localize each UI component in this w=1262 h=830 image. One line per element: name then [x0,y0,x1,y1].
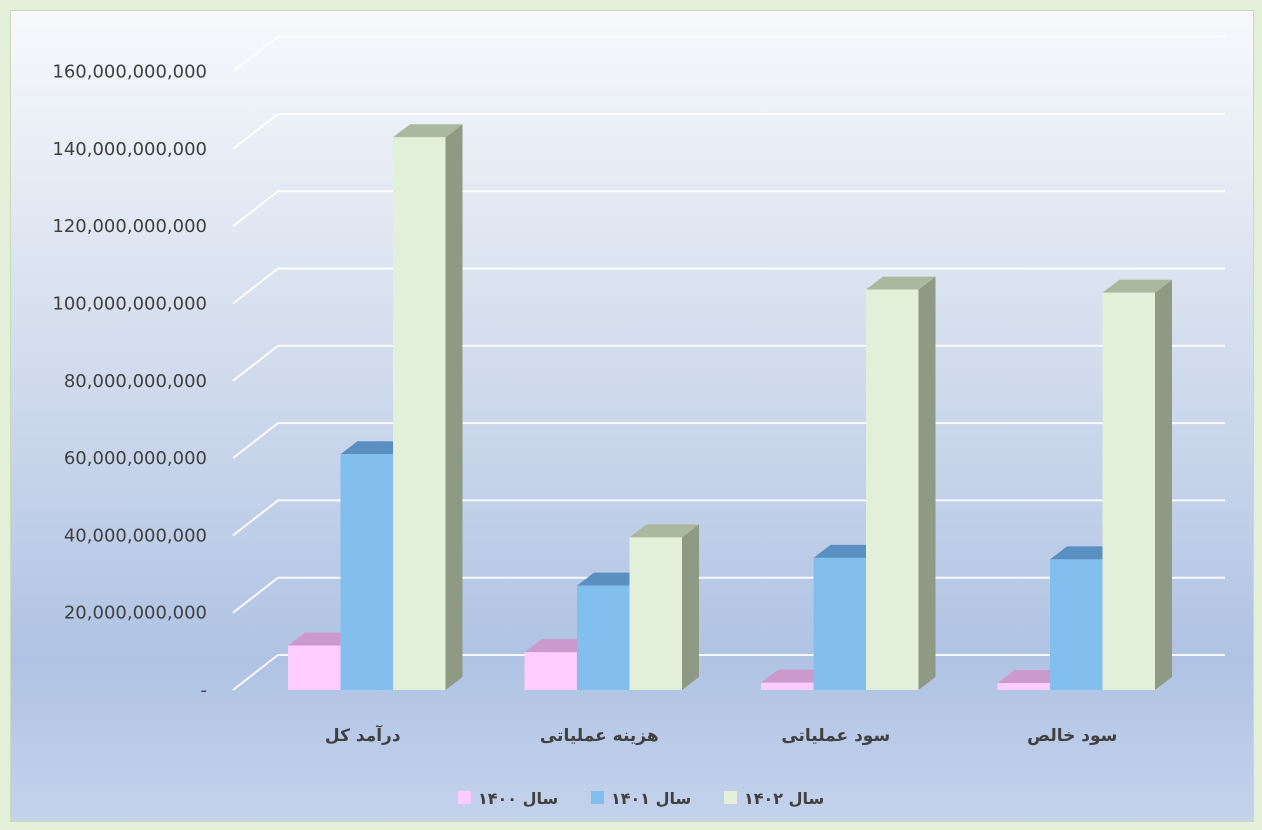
y-tick-label: - [201,680,208,701]
legend-label: سال ۱۴۰۰ [478,789,558,808]
y-tick-labels: - 20,000,000,000 40,000,000,000 60,000,000,… [52,62,207,701]
legend-label: سال ۱۴۰۲ [744,789,824,808]
gridline [232,112,1225,150]
bar-front [761,682,814,690]
legend-swatch [591,791,604,804]
bar-side [918,276,936,690]
bar-top [629,524,699,538]
grid-layer [232,35,1225,691]
bar-top [866,276,936,290]
x-category-label: درآمد کل [325,724,401,746]
legend-swatch [458,791,471,804]
bar-front [288,645,341,690]
y-tick-label: 100,000,000,000 [52,294,207,315]
legend-swatch [724,791,737,804]
legend: سال ۱۴۰۰ سال ۱۴۰۱ سال ۱۴۰۲ [458,789,824,808]
gridline [232,190,1225,227]
bar-front [340,454,393,690]
y-tick-label: 60,000,000,000 [64,448,207,469]
bar-top [997,670,1067,684]
chart-frame: - 20,000,000,000 40,000,000,000 60,000,000,… [10,10,1254,822]
bar-front [813,557,866,690]
bar-side [1155,279,1172,690]
y-tick-label: 160,000,000,000 [52,62,207,83]
bar-top [288,632,358,646]
bar-side [682,524,699,690]
gridline [232,344,1225,382]
x-category-label: سود خالص [1027,726,1117,746]
y-tick-label: 120,000,000,000 [52,216,207,237]
bar-front [1050,559,1103,690]
bar-top [761,669,831,683]
bar-front [866,289,919,690]
legend-item: سال ۱۴۰۲ [724,789,824,808]
y-tick-label: 80,000,000,000 [64,371,207,392]
bar-layer [288,124,1172,691]
bar-top [1102,279,1172,293]
bar-top [524,639,594,653]
bar-front [1102,292,1155,690]
bar [1102,279,1172,690]
bar [393,124,463,691]
x-category-label: سود عملیاتی [781,726,890,746]
bar-front [393,137,446,690]
y-tick-label: 140,000,000,000 [52,139,207,160]
bar [866,276,936,690]
x-category-label: هزینه عملیاتی [540,726,659,746]
legend-item: سال ۱۴۰۱ [591,789,691,808]
legend-item: سال ۱۴۰۰ [458,789,558,808]
y-tick-label: 40,000,000,000 [64,525,207,546]
category-labels: درآمد کل هزینه عملیاتی سود عملیاتی سود خالص [325,724,1117,746]
bar-top [1050,546,1120,560]
legend-label: سال ۱۴۰۱ [611,789,691,808]
bar-front [577,585,630,690]
bar-top [813,544,883,558]
gridline [232,267,1225,305]
bar-top [340,441,410,455]
bar-top [577,572,647,586]
bar-side [445,124,463,691]
bar-front [524,652,577,690]
bar-front [997,683,1050,690]
chart-svg: - 20,000,000,000 40,000,000,000 60,000,000,… [52,35,1225,808]
y-tick-label: 20,000,000,000 [64,603,207,624]
bar-top [393,124,463,138]
gridline [232,35,1225,73]
bar-front [629,537,682,690]
bar [629,524,699,690]
